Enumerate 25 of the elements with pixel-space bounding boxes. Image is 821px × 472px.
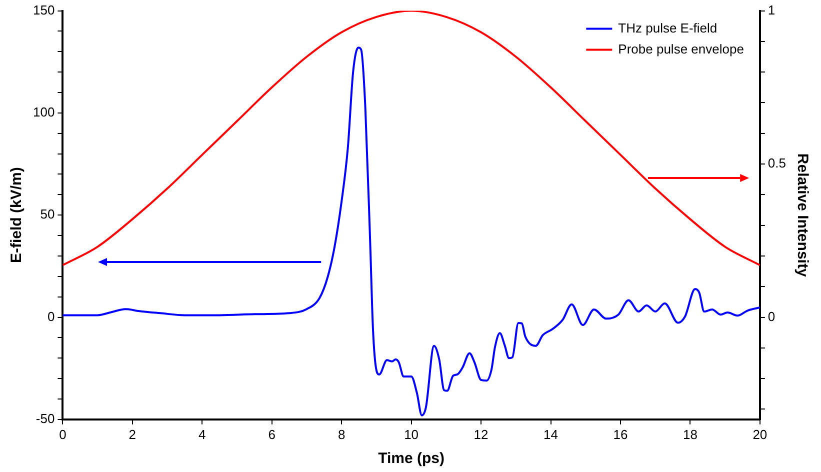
y-axis-title: E-field (kV/m): [8, 167, 26, 264]
y2-tick-label: 0: [768, 308, 776, 324]
y-tick-label: 150: [32, 2, 55, 18]
x-tick-label: 6: [268, 426, 276, 442]
x-tick-label: 20: [752, 426, 768, 442]
y2-tick-label: 0.5: [768, 156, 786, 171]
x-tick-label: 2: [128, 426, 136, 442]
x-tick-label: 18: [682, 426, 698, 442]
y-tick-label: -50: [36, 410, 55, 426]
x-axis-title: Time (ps): [378, 450, 445, 468]
x-tick-label: 14: [544, 426, 558, 442]
line-series: [62, 10, 760, 266]
y-tick-label: 50: [40, 206, 55, 222]
x-tick-label: 4: [198, 426, 206, 442]
x-tick-label: 10: [404, 426, 419, 442]
legend-label: Probe pulse envelope: [618, 41, 744, 56]
x-tick-label: 8: [338, 426, 346, 442]
y2-axis-title: Relative Intensity: [794, 153, 811, 278]
y2-tick-label: 1: [768, 2, 776, 18]
y-tick-label: 0: [47, 308, 55, 324]
x-tick-label: 12: [474, 426, 488, 442]
x-tick-label: 16: [613, 426, 628, 442]
x-tick-label: 0: [59, 426, 66, 442]
legend-label: THz pulse E-field: [618, 20, 718, 36]
y-tick-label: 100: [32, 104, 55, 120]
